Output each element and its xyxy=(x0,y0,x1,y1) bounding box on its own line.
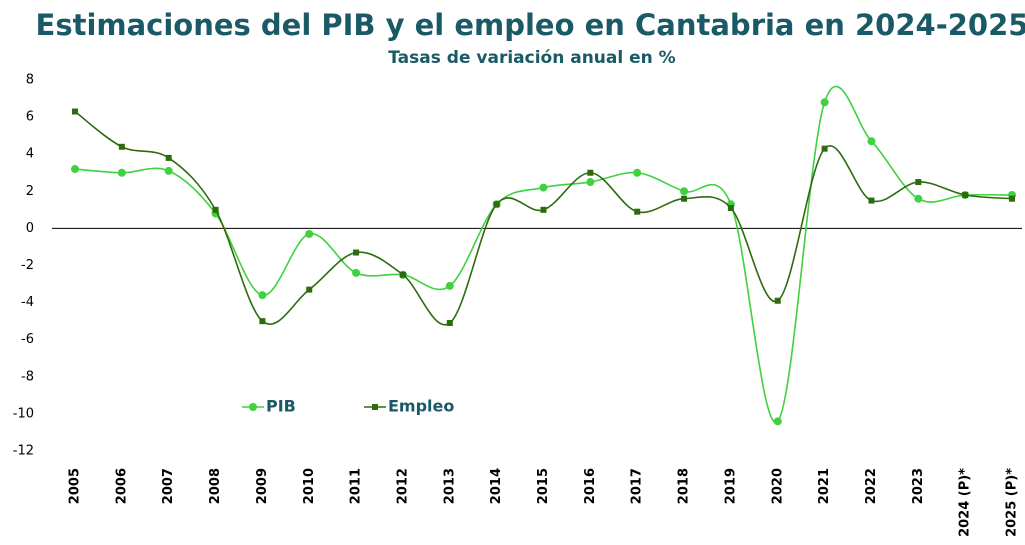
x-tick-label: 2013 xyxy=(442,468,457,504)
legend-marker xyxy=(372,404,378,410)
point xyxy=(446,320,453,327)
x-tick-label: 2020 xyxy=(770,468,785,504)
point xyxy=(117,168,126,177)
x-tick-label: 2009 xyxy=(255,468,270,504)
point xyxy=(727,204,734,211)
point xyxy=(680,187,689,196)
y-tick-label: 2 xyxy=(26,184,34,199)
point xyxy=(914,194,923,203)
chart-subtitle: Tasas de variación anual en % xyxy=(388,48,675,68)
x-tick-label: 2006 xyxy=(114,468,129,504)
x-tick-label: 2023 xyxy=(911,468,926,504)
point xyxy=(352,268,361,277)
legend-label: Empleo xyxy=(388,397,454,416)
x-tick-label: 2015 xyxy=(536,468,551,504)
point xyxy=(587,169,594,176)
x-tick-label: 2019 xyxy=(723,468,738,504)
point xyxy=(306,286,313,293)
x-tick-label: 2022 xyxy=(864,468,879,504)
point xyxy=(212,206,219,213)
x-tick-label: 2017 xyxy=(630,468,645,504)
point xyxy=(1009,195,1015,202)
point xyxy=(867,137,876,146)
point xyxy=(539,183,548,192)
x-tick-label: 2018 xyxy=(677,468,692,504)
legend-marker xyxy=(249,403,257,411)
point xyxy=(72,108,78,115)
x-tick-label: 2012 xyxy=(395,468,410,504)
point xyxy=(399,271,406,278)
x-tick-label: 2016 xyxy=(583,468,598,504)
point xyxy=(773,417,782,426)
chart-title: Estimaciones del PIB y el empleo en Cant… xyxy=(36,8,1025,42)
y-tick-label: -10 xyxy=(13,406,34,421)
point xyxy=(962,192,969,199)
point xyxy=(774,297,781,304)
point xyxy=(915,179,922,186)
point xyxy=(681,195,688,202)
point xyxy=(633,168,642,177)
y-tick-label: -8 xyxy=(21,369,34,384)
x-tick-label: 2005 xyxy=(68,468,83,504)
y-tick-label: -12 xyxy=(13,444,34,459)
x-tick-label: 2011 xyxy=(349,468,364,504)
x-tick-label: 2024 (P)* xyxy=(958,468,973,537)
x-tick-label: 2014 xyxy=(489,468,504,504)
y-tick-label: 6 xyxy=(26,110,34,125)
point xyxy=(821,145,828,152)
point xyxy=(258,291,267,300)
point xyxy=(118,143,125,150)
y-tick-label: 8 xyxy=(26,73,34,88)
y-tick-label: 4 xyxy=(26,147,34,162)
series-line xyxy=(74,85,1013,423)
x-tick-label: 2007 xyxy=(161,468,176,504)
x-tick-label: 2010 xyxy=(302,468,317,504)
y-tick-label: 0 xyxy=(26,221,34,236)
point xyxy=(868,197,875,204)
x-tick-label: 2025 (P)* xyxy=(1005,468,1020,537)
point xyxy=(540,206,547,213)
legend-label: PIB xyxy=(266,397,296,416)
point xyxy=(165,154,172,161)
point xyxy=(164,166,173,175)
y-tick-label: -6 xyxy=(21,332,34,347)
y-tick-label: -4 xyxy=(21,295,34,310)
point xyxy=(71,165,79,174)
point xyxy=(493,201,500,208)
point xyxy=(820,98,829,107)
x-tick-label: 2021 xyxy=(817,468,832,504)
point xyxy=(353,249,360,256)
point xyxy=(305,229,314,238)
point xyxy=(445,281,454,290)
point xyxy=(634,208,641,215)
x-tick-label: 2008 xyxy=(208,468,223,504)
point xyxy=(259,318,266,325)
point xyxy=(586,178,595,187)
y-tick-label: -2 xyxy=(21,258,34,273)
